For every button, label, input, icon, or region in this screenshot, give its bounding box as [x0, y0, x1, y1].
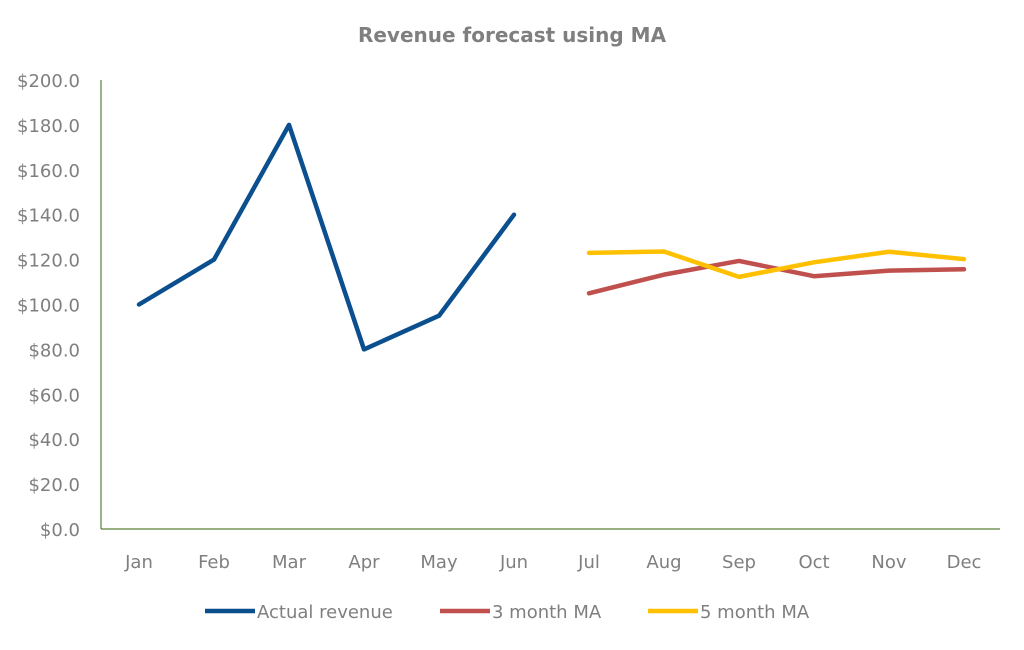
legend-item: 5 month MA	[648, 602, 810, 623]
x-tick-label: Jul	[577, 552, 600, 573]
x-tick-label: May	[420, 552, 458, 573]
y-tick-label: $60.0	[28, 385, 80, 406]
x-tick-label: Mar	[272, 552, 307, 573]
legend-label: Actual revenue	[257, 602, 393, 623]
legend-label: 3 month MA	[492, 602, 602, 623]
y-tick-label: $200.0	[17, 71, 80, 92]
x-tick-label: Apr	[348, 552, 380, 573]
x-tick-label: Feb	[198, 552, 230, 573]
x-tick-label: Dec	[947, 552, 982, 573]
series-line-3	[589, 252, 964, 277]
y-tick-label: $120.0	[17, 251, 80, 272]
y-tick-label: $100.0	[17, 296, 80, 317]
y-tick-label: $180.0	[17, 116, 80, 137]
legend-label: 5 month MA	[700, 602, 810, 623]
y-tick-label: $40.0	[28, 430, 80, 451]
x-tick-label: Oct	[798, 552, 829, 573]
x-tick-label: Sep	[722, 552, 756, 573]
legend-item: 3 month MA	[440, 602, 602, 623]
x-tick-label: Jun	[499, 552, 528, 573]
x-tick-label: Aug	[646, 552, 681, 573]
x-tick-label: Jan	[124, 552, 153, 573]
y-tick-label: $80.0	[28, 340, 80, 361]
y-tick-label: $0.0	[40, 520, 80, 541]
series-line-2	[589, 261, 964, 293]
series-line-1	[139, 125, 514, 350]
legend-item: Actual revenue	[205, 602, 393, 623]
y-tick-label: $160.0	[17, 161, 80, 182]
y-tick-label: $20.0	[28, 475, 80, 496]
x-tick-label: Nov	[871, 552, 906, 573]
y-tick-label: $140.0	[17, 206, 80, 227]
chart-title: Revenue forecast using MA	[358, 23, 667, 47]
